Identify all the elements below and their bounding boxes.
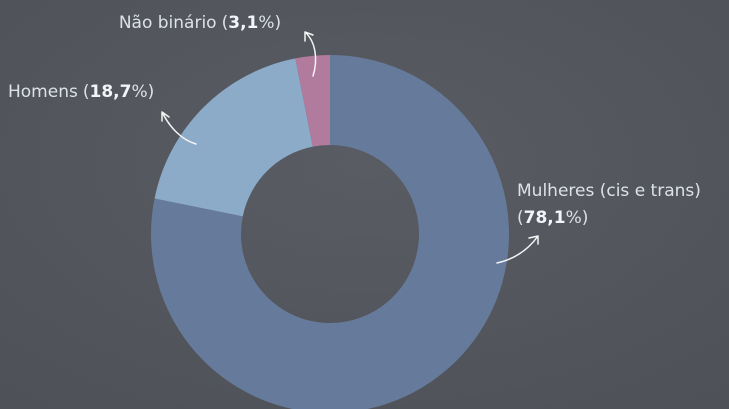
arrow (304, 31, 317, 77)
value-label-part: ( (83, 82, 90, 102)
arrow (161, 111, 197, 145)
value-label: (3,1%) (222, 13, 282, 33)
slice-label: Mulheres (cis e trans) (78,1%) (517, 181, 701, 228)
slice-label: Homens (18,7%) (8, 82, 154, 102)
arrows (161, 31, 539, 264)
value-label-part: %) (258, 13, 281, 33)
value-label-part: ( (222, 13, 229, 33)
value-label: (18,7%) (83, 82, 154, 102)
slice-label: Não binário (3,1%) (119, 13, 281, 33)
slice (295, 55, 330, 147)
slice (154, 58, 313, 217)
labels: Mulheres (cis e trans) (78,1%)Homens (18,7… (8, 13, 701, 228)
value-label-part: %) (131, 82, 154, 102)
arrow (496, 235, 539, 264)
value-label-part: 78,1 (524, 208, 566, 228)
value-label-part: 3,1 (228, 13, 258, 33)
value-label-part: %) (566, 208, 589, 228)
category-label: Homens (8, 82, 78, 102)
category-label: Mulheres (cis e trans) (517, 181, 701, 201)
value-label-part: 18,7 (89, 82, 131, 102)
value-label: (78,1%) (517, 208, 588, 228)
slice (151, 55, 509, 409)
value-label-part: ( (517, 208, 524, 228)
donut (151, 55, 509, 409)
category-label: Não binário (119, 13, 217, 33)
